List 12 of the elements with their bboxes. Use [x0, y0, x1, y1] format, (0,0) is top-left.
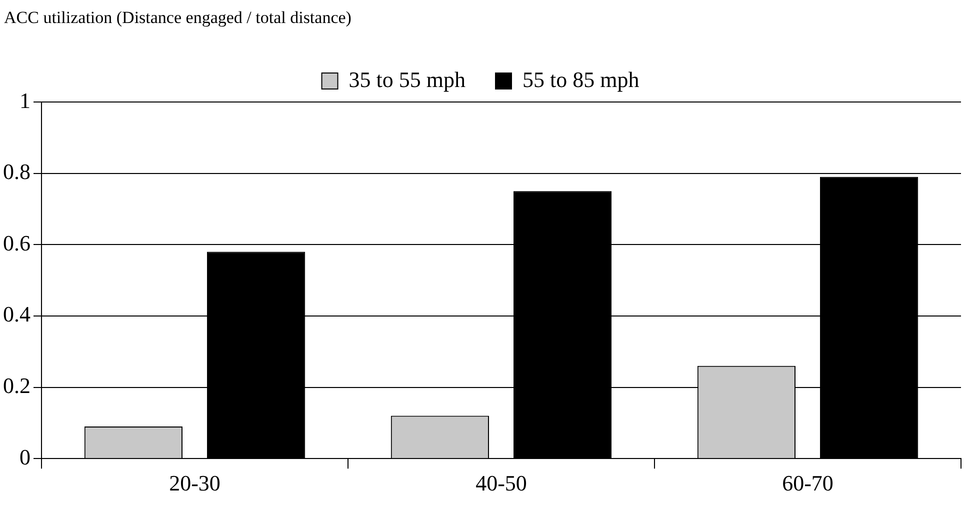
legend-label: 35 to 55 mph [348, 66, 466, 92]
y-tick-label: 0.8 [3, 159, 30, 184]
legend-label: 55 to 85 mph [522, 66, 640, 92]
y-tick-label: 0.6 [3, 230, 30, 256]
y-tick-label: 0.4 [3, 302, 30, 327]
y-axis-title: ACC utilization (Distance engaged / total distance) [3, 7, 352, 29]
y-tick-label: 0.2 [3, 373, 30, 398]
x-tick-label: 60-70 [782, 470, 834, 496]
x-tick-label: 20-30 [169, 470, 220, 496]
x-tick-label: 40-50 [476, 470, 527, 496]
y-tick-label: 0 [20, 444, 30, 470]
y-tick-label: 1 [20, 88, 30, 113]
